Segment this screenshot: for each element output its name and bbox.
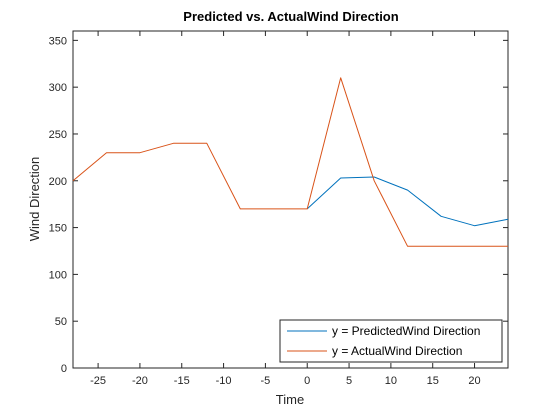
series-line-predicted <box>306 176 509 227</box>
y-tick-label: 100 <box>49 269 67 281</box>
x-tick-label: -5 <box>261 375 271 387</box>
y-tick-label: 150 <box>49 223 67 235</box>
x-tick-label: -20 <box>132 375 148 387</box>
legend: y = PredictedWind Direction y = ActualWi… <box>279 319 503 363</box>
x-tick-label: -25 <box>90 375 106 387</box>
plot-area: -25 -20 -15 -10 -5 0 5 10 15 20050100150200250300… <box>49 30 509 387</box>
x-tick-label: 5 <box>346 375 352 387</box>
y-tick-label: 0 <box>61 363 67 375</box>
x-tick-label: -15 <box>174 375 190 387</box>
y-axis-label: Wind Direction <box>27 157 42 242</box>
series-lines <box>72 77 509 247</box>
x-tick-label: 20 <box>468 375 480 387</box>
chart-title: Predicted vs. ActualWind Direction <box>183 9 398 24</box>
x-tick-label: 10 <box>385 375 397 387</box>
x-axis-label: Time <box>276 392 304 407</box>
x-tick-label: 0 <box>304 375 310 387</box>
x-tick-label: -10 <box>216 375 232 387</box>
axis-ticks: -25 -20 -15 -10 -5 0 5 10 15 20050100150200250300… <box>49 31 508 387</box>
y-tick-label: 200 <box>49 176 67 188</box>
legend-box <box>279 319 503 363</box>
y-tick-label: 300 <box>49 82 67 94</box>
legend-label-predicted: y = PredictedWind Direction <box>332 324 480 338</box>
y-tick-label: 50 <box>55 316 67 328</box>
series-line-actual <box>72 77 508 247</box>
y-tick-label: 250 <box>49 129 67 141</box>
x-tick-label: 15 <box>427 375 439 387</box>
axes-box <box>72 30 509 369</box>
legend-label-actual: y = ActualWind Direction <box>332 344 462 358</box>
y-tick-label: 350 <box>49 35 67 47</box>
